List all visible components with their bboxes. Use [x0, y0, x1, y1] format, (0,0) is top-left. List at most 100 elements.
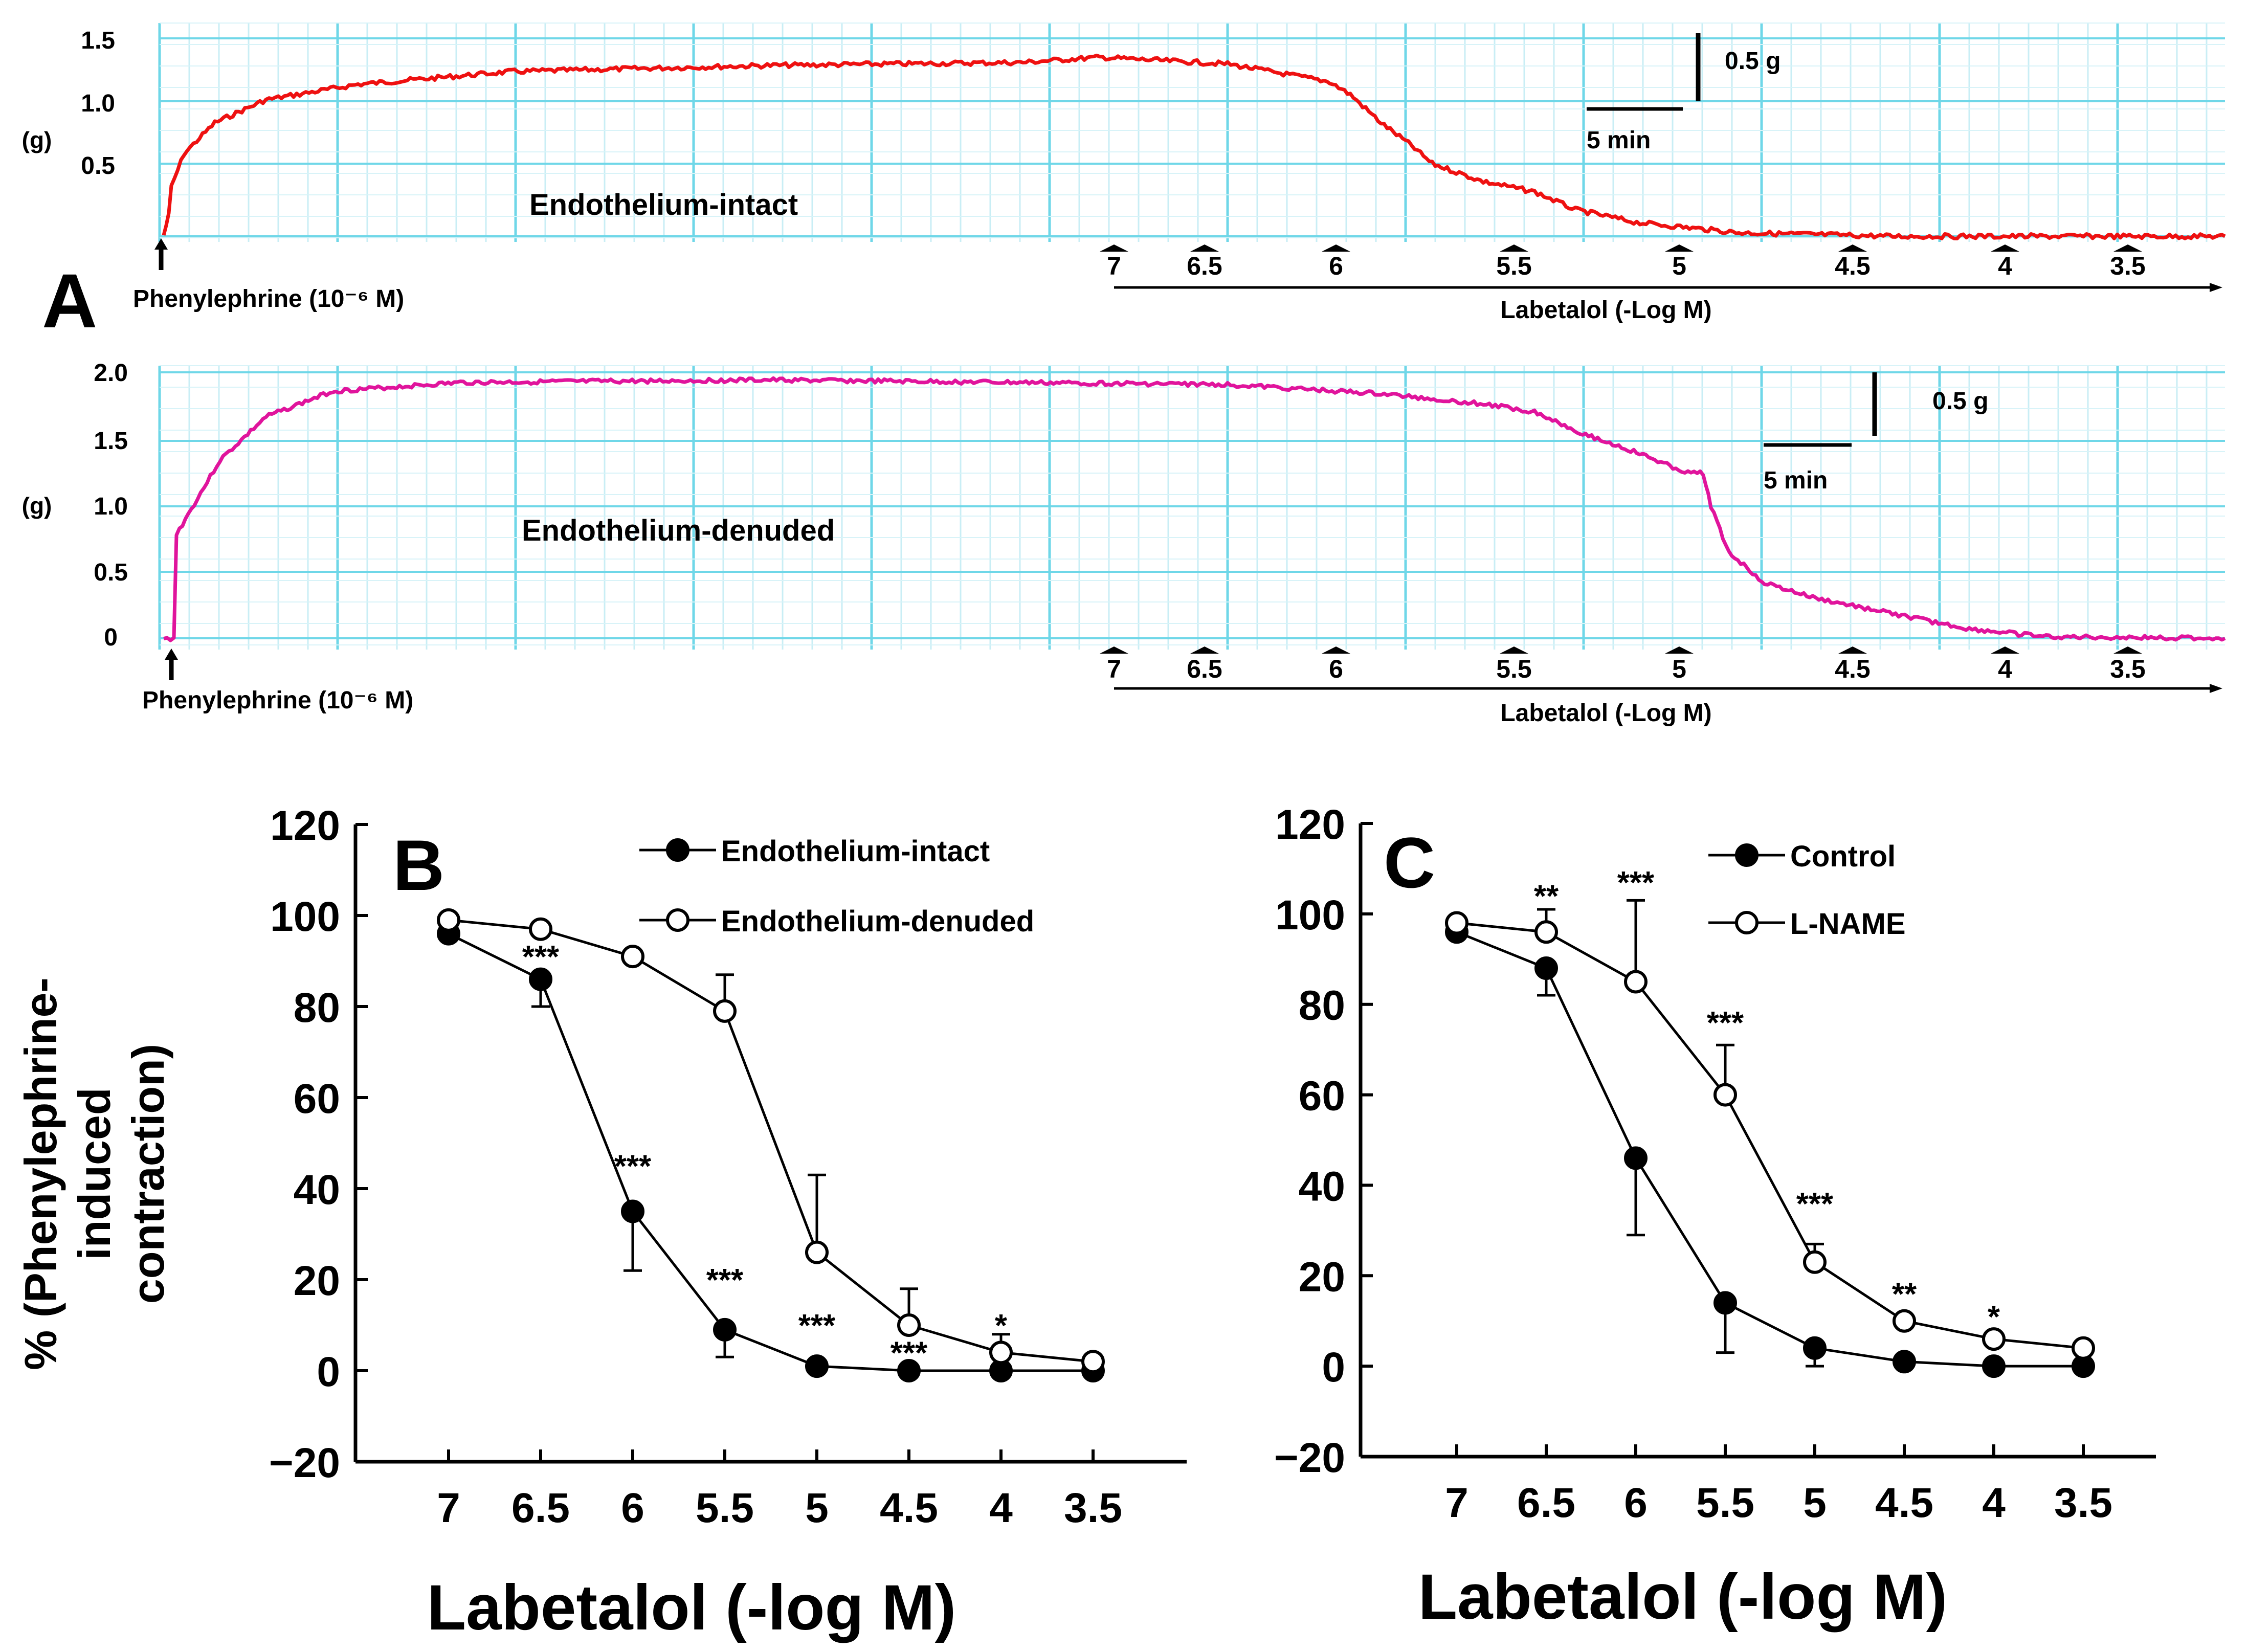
trace-denuded: 2.0 1.5 1.0 0.5 0 (g) Endothelium-denude…: [22, 360, 2226, 727]
legend-label: L-NAME: [1790, 907, 1906, 941]
significance-label: *: [1988, 1300, 2000, 1335]
x-tick-label: 6: [1624, 1480, 1648, 1526]
dose-label: 4.5: [1835, 655, 1871, 683]
trace-denuded-ytick: 2.0: [94, 360, 128, 387]
data-point: [529, 967, 552, 991]
y-tick-label: 80: [294, 985, 340, 1031]
ylabel-line2: induced: [69, 1087, 120, 1260]
dose-arrow-icon: [1500, 244, 1528, 252]
x-tick-label: 3.5: [2054, 1480, 2112, 1526]
data-point: [1445, 911, 1468, 935]
panel-a-letter: A: [42, 258, 97, 344]
trace-denuded-agonist: Phenylephrine (10⁻⁶ M): [142, 687, 413, 714]
legend-label: Endothelium-intact: [721, 835, 990, 868]
data-point: [1982, 1327, 2006, 1351]
dose-label: 7: [1107, 655, 1121, 683]
trace-denuded-ytick: 0.5: [94, 559, 128, 586]
dose-label: 6.5: [1187, 655, 1222, 683]
dose-arrow-icon: [1500, 646, 1528, 654]
trace-denuded-ytick: 1.5: [94, 428, 128, 455]
trace-intact-ytick: 0.5: [81, 152, 115, 180]
dose-arrow-icon: [1991, 646, 2019, 654]
y-tick-label: 60: [294, 1076, 340, 1122]
y-tick-label: 0: [1322, 1344, 1345, 1391]
legend-label: Endothelium-denuded: [721, 905, 1034, 938]
dose-label: 3.5: [2110, 252, 2146, 280]
data-point: [1624, 1146, 1648, 1170]
x-tick-label: 6.5: [1517, 1480, 1575, 1526]
data-point: [621, 945, 644, 969]
ylabel-line3: contraction): [123, 1044, 173, 1304]
dose-arrow-icon: [1322, 244, 1350, 252]
data-point: [437, 908, 460, 932]
y-tick-label: 0: [317, 1349, 340, 1395]
shared-ylabel: % (Phenylephrine- induced contraction): [15, 977, 173, 1370]
dose-arrow-icon: [1322, 646, 1350, 654]
x-tick-label: 4: [989, 1485, 1013, 1531]
x-tick-label: 5.5: [696, 1485, 754, 1531]
data-point: [1713, 1083, 1737, 1107]
significance-label: ***: [1707, 1006, 1744, 1041]
y-tick-label: 100: [1275, 892, 1345, 939]
dose-label: 7: [1107, 252, 1121, 280]
legend-label: Control: [1790, 840, 1896, 873]
dose-arrow-icon: [1991, 244, 2019, 252]
trace-denuded-ytick: 0: [104, 624, 118, 651]
series-line-open: [448, 919, 1094, 1363]
significance-label: **: [1892, 1277, 1917, 1312]
dose-label: 5: [1672, 655, 1686, 683]
y-tick-label: 40: [294, 1167, 340, 1213]
significance-label: ***: [1617, 865, 1655, 901]
trace-denuded-dose-marks: 7 6.5 6 5.5 5 4.5 4 3.5: [1100, 646, 2146, 683]
x-tick-label: 5: [1803, 1480, 1827, 1526]
x-tick-label: 4: [1982, 1480, 2006, 1526]
x-tick-label: 5.5: [1696, 1480, 1754, 1526]
dose-label: 6: [1329, 252, 1343, 280]
data-point: [1081, 1350, 1105, 1374]
data-point: [805, 1240, 829, 1264]
x-axis-label: Labetalol (-log M): [427, 1572, 956, 1643]
trace-denuded-time-scale: 5 min: [1764, 467, 1828, 494]
significance-label: ***: [706, 1263, 744, 1298]
x-tick-label: 4.5: [1875, 1480, 1933, 1526]
data-point: [897, 1359, 921, 1382]
significance-label: ***: [1796, 1187, 1834, 1222]
x-tick-label: 5: [805, 1485, 829, 1531]
trace-intact-line: [162, 53, 2226, 240]
y-tick-label: 60: [1299, 1073, 1345, 1120]
y-tick-label: −20: [269, 1440, 340, 1486]
dose-label: 5.5: [1496, 655, 1532, 683]
data-point: [713, 1318, 737, 1342]
trace-intact-grid: [158, 23, 2225, 242]
trace-intact-agonist: Phenylephrine (10⁻⁶ M): [133, 285, 404, 312]
data-point: [805, 1354, 829, 1378]
significance-label: ***: [798, 1308, 836, 1344]
dose-arrow-icon: [1665, 646, 1694, 654]
data-point: [1713, 1291, 1737, 1315]
trace-denuded-grid: [158, 365, 2225, 650]
dose-arrow-icon: [1100, 646, 1128, 654]
data-point: [1803, 1336, 1827, 1360]
dose-label: 4: [1998, 655, 2012, 683]
dose-arrow-icon: [2113, 646, 2142, 654]
x-tick-label: 7: [1445, 1480, 1468, 1526]
trace-denuded-force-scale: 0.5 g: [1932, 388, 1988, 415]
dose-label: 4.5: [1835, 252, 1871, 280]
trace-intact-dose-marks: 7 6.5 6 5.5 5 4.5 4 3.5: [1100, 244, 2146, 280]
y-tick-label: 120: [270, 802, 340, 849]
x-tick-label: 4.5: [880, 1485, 938, 1531]
significance-label: *: [995, 1308, 1008, 1344]
y-tick-label: 20: [1299, 1254, 1345, 1300]
data-point: [529, 917, 552, 941]
dose-arrow-icon: [1665, 244, 1694, 252]
legend-marker: [1735, 843, 1759, 867]
dose-label: 5.5: [1496, 252, 1532, 280]
chart-c: C 120 100 80 60 40 20 0 −20 7 6.5 6 5.5 5 4.5 4 3.5 Labe…: [1274, 801, 2156, 1633]
dose-arrow-icon: [1190, 244, 1219, 252]
y-tick-label: 20: [294, 1258, 340, 1304]
trace-intact-drug-arrow-icon: [2210, 283, 2222, 292]
data-point: [1893, 1309, 1916, 1333]
dose-arrow-icon: [1100, 244, 1128, 252]
phenylephrine-arrow-head-icon: [154, 238, 168, 250]
